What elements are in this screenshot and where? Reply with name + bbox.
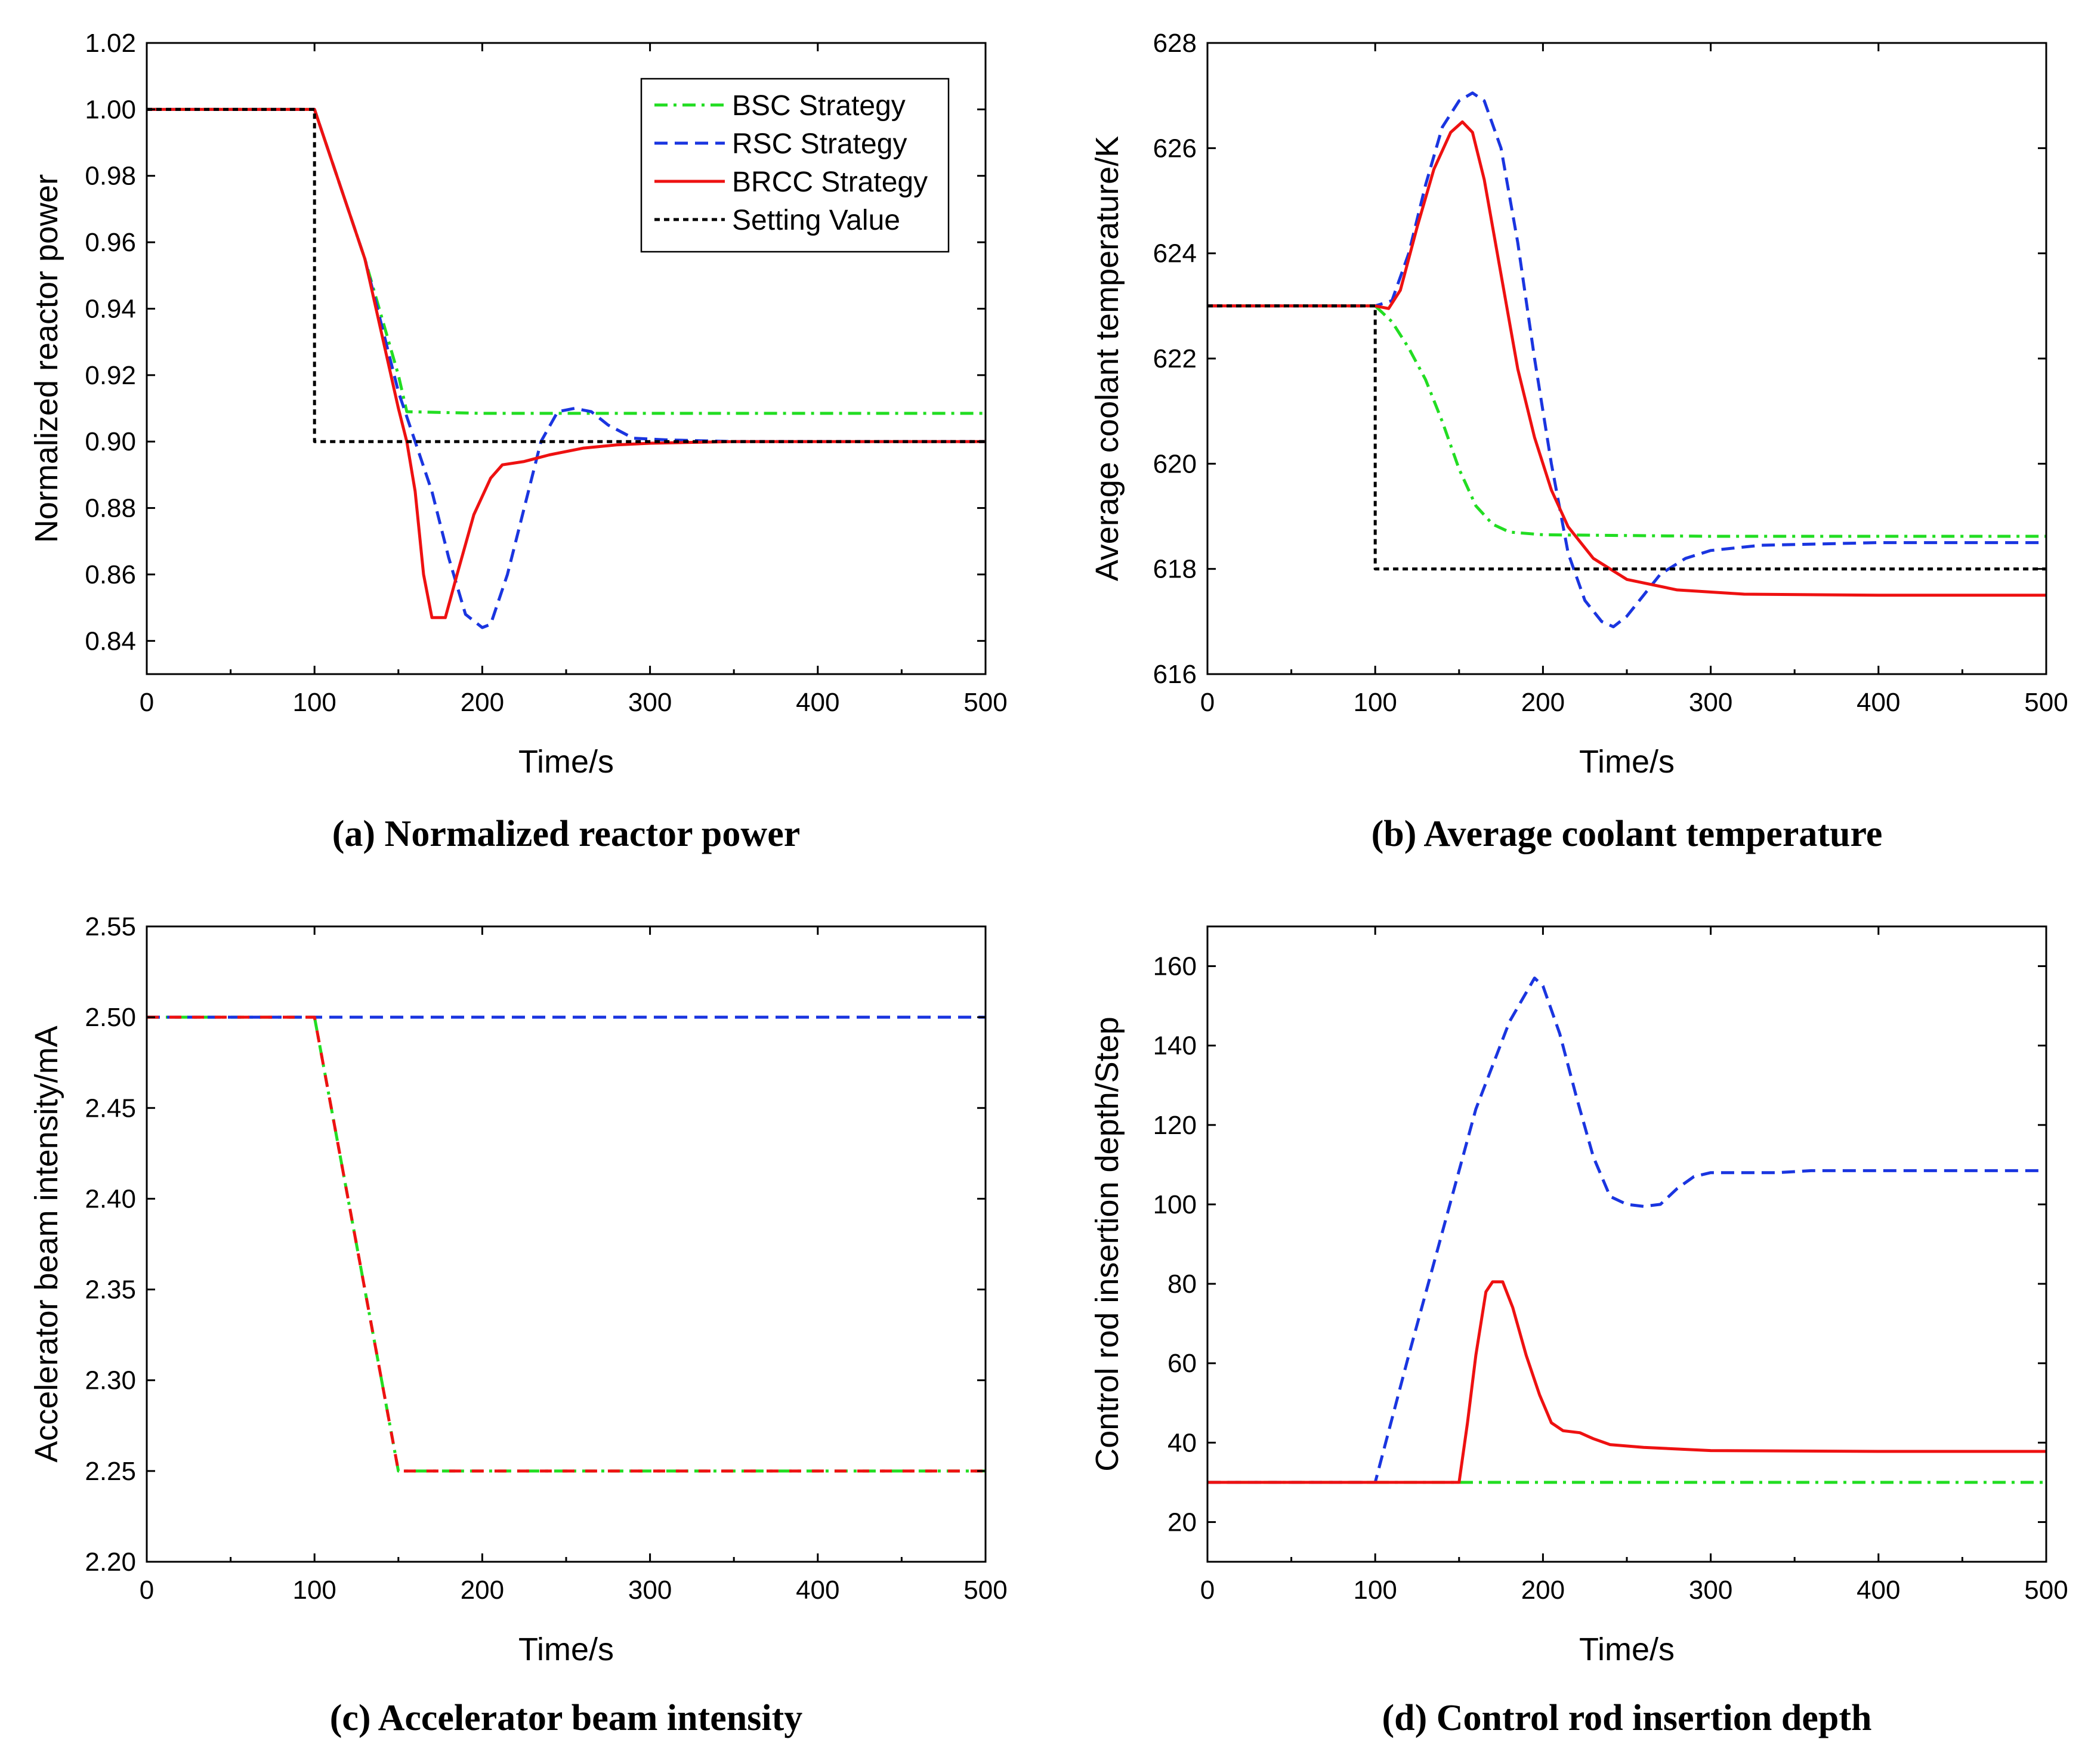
y-tick-label: 2.50 (85, 1003, 136, 1032)
x-tick-label: 100 (292, 1575, 336, 1605)
panel-caption: (d) Control rod insertion depth (1382, 1698, 1871, 1738)
series-line-brcc-strategy (147, 1015, 986, 1473)
y-tick-label: 1.00 (85, 95, 136, 124)
series-line-rsc-strategy (147, 107, 986, 629)
series-group (147, 1015, 986, 1473)
x-tick-label: 0 (140, 1575, 154, 1605)
y-tick-label: 0.96 (85, 228, 136, 257)
y-tick-label: 0.92 (85, 361, 136, 390)
y-tick-label: 20 (1167, 1507, 1197, 1537)
x-tick-label: 0 (1200, 1575, 1215, 1605)
legend-label: BRCC Strategy (732, 166, 928, 198)
y-axis-label: Average coolant temperature/K (1089, 136, 1125, 581)
y-tick-label: 80 (1167, 1269, 1197, 1299)
series-line-setting-value (1207, 304, 2046, 571)
x-tick-label: 400 (796, 688, 839, 717)
x-axis-label: Time/s (1579, 744, 1675, 780)
y-tick-label: 2.20 (85, 1547, 136, 1577)
chart-panel-c: 0 100 200 300 400 500 2.20 2.25 2.30 2.35 2.40 2.45… (29, 912, 1008, 1738)
legend: BSC Strategy RSC Strategy BRCC Strategy Set… (640, 78, 950, 253)
x-tick-label: 200 (461, 688, 504, 717)
y-tick-label: 0.94 (85, 294, 136, 323)
y-axis-label: Control rod insertion depth/Step (1089, 1017, 1125, 1471)
y-tick-label: 0.88 (85, 494, 136, 523)
y-tick-label: 616 (1153, 660, 1197, 689)
y-tick-label: 2.35 (85, 1275, 136, 1305)
y-tick-label: 2.55 (85, 912, 136, 941)
y-tick-label: 0.98 (85, 162, 136, 191)
x-tick-label: 0 (140, 688, 154, 717)
x-tick-label: 300 (1689, 688, 1732, 717)
series-line-brcc-strategy (1207, 1280, 2046, 1484)
x-tick-label: 0 (1200, 688, 1215, 717)
series-line-setting-value (147, 107, 986, 443)
x-axis-label: Time/s (1579, 1632, 1675, 1667)
plot-frame (146, 925, 987, 1563)
y-axis-label: Normalized reactor power (29, 174, 64, 543)
x-tick-label: 300 (628, 688, 672, 717)
x-axis-label: Time/s (518, 744, 614, 780)
y-tick-label: 0.86 (85, 560, 136, 589)
x-tick-label: 100 (1353, 688, 1397, 717)
series-group (147, 107, 986, 629)
y-tick-label: 624 (1153, 239, 1197, 268)
x-tick-label: 500 (2024, 1575, 2068, 1605)
series-line-rsc-strategy (1207, 977, 2046, 1484)
y-tick-label: 100 (1153, 1190, 1197, 1219)
series-group (1207, 91, 2046, 629)
series-line-bsc-strategy (1207, 304, 2046, 538)
x-tick-label: 400 (1857, 688, 1900, 717)
x-tick-label: 400 (1857, 1575, 1900, 1605)
legend-label: Setting Value (732, 205, 900, 236)
series-group (1207, 977, 2046, 1484)
x-axis-label: Time/s (518, 1632, 614, 1667)
y-tick-label: 2.25 (85, 1457, 136, 1486)
y-tick-label: 626 (1153, 134, 1197, 163)
x-tick-label: 500 (2024, 688, 2068, 717)
y-tick-label: 0.84 (85, 626, 136, 656)
chart-panel-b: 0 100 200 300 400 500 616 618 620 622 624 626 628 Tim… (1089, 29, 2068, 854)
x-tick-label: 100 (292, 688, 336, 717)
y-tick-label: 620 (1153, 449, 1197, 478)
y-tick-label: 1.02 (85, 29, 136, 58)
y-tick-label: 628 (1153, 29, 1197, 58)
x-tick-label: 300 (1689, 1575, 1732, 1605)
y-tick-label: 160 (1153, 952, 1197, 981)
series-line-rsc-strategy (1207, 91, 2046, 629)
panel-caption: (a) Normalized reactor power (332, 814, 800, 854)
chart-panel-d: 0 100 200 300 400 500 20 40 60 80 100 120 140 160 Time… (1089, 925, 2068, 1738)
x-tick-label: 300 (628, 1575, 672, 1605)
y-tick-label: 2.45 (85, 1093, 136, 1123)
x-tick-label: 500 (963, 1575, 1007, 1605)
y-tick-label: 622 (1153, 344, 1197, 373)
y-tick-label: 0.90 (85, 427, 136, 456)
x-tick-label: 200 (461, 1575, 504, 1605)
series-line-bsc-strategy (147, 1015, 986, 1473)
x-tick-label: 200 (1521, 1575, 1565, 1605)
series-line-brcc-strategy (147, 107, 986, 619)
y-tick-label: 2.40 (85, 1184, 136, 1213)
y-tick-label: 140 (1153, 1031, 1197, 1061)
chart-panel-a: 0 100 200 300 400 500 0.84 0.86 0.88 0.90 0.92 0.94… (29, 29, 1008, 854)
y-tick-label: 120 (1153, 1111, 1197, 1140)
plot-frame (1206, 925, 2047, 1563)
panel-caption: (c) Accelerator beam intensity (330, 1698, 803, 1738)
y-tick-label: 40 (1167, 1428, 1197, 1457)
legend-box (640, 78, 950, 253)
legend-label: BSC Strategy (732, 90, 906, 122)
series-line-brcc-strategy (1207, 120, 2046, 597)
x-tick-label: 500 (963, 688, 1007, 717)
x-tick-label: 100 (1353, 1575, 1397, 1605)
x-tick-label: 200 (1521, 688, 1565, 717)
y-axis-label: Accelerator beam intensity/mA (29, 1025, 64, 1462)
x-tick-label: 400 (796, 1575, 839, 1605)
panel-caption: (b) Average coolant temperature (1372, 814, 1883, 854)
y-tick-label: 60 (1167, 1349, 1197, 1378)
y-tick-label: 2.30 (85, 1366, 136, 1395)
y-tick-label: 618 (1153, 555, 1197, 584)
legend-label: RSC Strategy (732, 128, 907, 160)
